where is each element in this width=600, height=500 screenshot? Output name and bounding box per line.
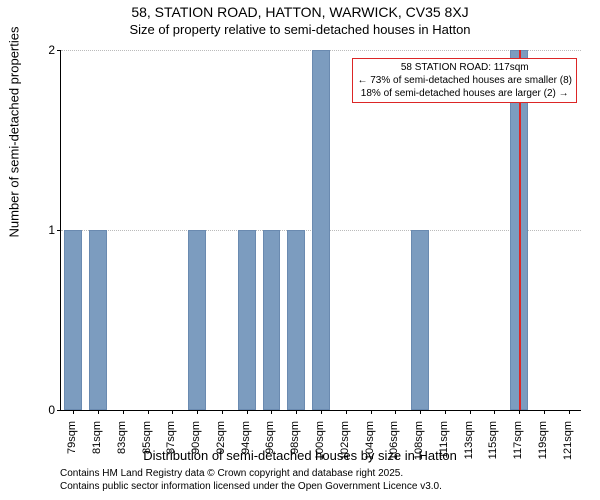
y-tick-label: 0: [48, 403, 55, 417]
x-tick-mark: [123, 410, 124, 414]
marker-line: [519, 50, 521, 410]
x-tick-mark: [569, 410, 570, 414]
legend-line: ← 73% of semi-detached houses are smalle…: [357, 74, 572, 87]
y-tick-mark: [57, 410, 61, 411]
x-tick-label: 94sqm: [240, 421, 252, 471]
x-tick-mark: [470, 410, 471, 414]
x-tick-label: 113sqm: [463, 421, 475, 471]
x-tick-mark: [148, 410, 149, 414]
bar: [411, 230, 429, 410]
x-tick-label: 108sqm: [413, 421, 425, 471]
x-tick-mark: [371, 410, 372, 414]
x-tick-label: 104sqm: [364, 421, 376, 471]
x-tick-label: 111sqm: [438, 421, 450, 471]
x-tick-mark: [395, 410, 396, 414]
footnote-line2: Contains public sector information licen…: [60, 481, 442, 492]
x-tick-mark: [296, 410, 297, 414]
x-tick-label: 106sqm: [388, 421, 400, 471]
x-tick-mark: [247, 410, 248, 414]
x-tick-mark: [73, 410, 74, 414]
legend-line: 18% of semi-detached houses are larger (…: [357, 87, 572, 100]
y-tick-label: 1: [48, 223, 55, 237]
x-tick-mark: [197, 410, 198, 414]
x-tick-label: 119sqm: [537, 421, 549, 471]
y-tick-mark: [57, 50, 61, 51]
x-tick-label: 102sqm: [339, 421, 351, 471]
legend-box: 58 STATION ROAD: 117sqm← 73% of semi-det…: [352, 58, 577, 103]
x-tick-label: 98sqm: [289, 421, 301, 471]
x-tick-mark: [321, 410, 322, 414]
x-tick-label: 81sqm: [91, 421, 103, 471]
x-tick-label: 90sqm: [190, 421, 202, 471]
bar: [64, 230, 82, 410]
x-tick-mark: [172, 410, 173, 414]
x-tick-label: 121sqm: [562, 421, 574, 471]
legend-line: 58 STATION ROAD: 117sqm: [357, 61, 572, 74]
footnote-line1: Contains HM Land Registry data © Crown c…: [60, 468, 403, 479]
x-tick-mark: [445, 410, 446, 414]
bar: [312, 50, 330, 410]
bar: [263, 230, 281, 410]
x-tick-mark: [494, 410, 495, 414]
x-tick-label: 92sqm: [215, 421, 227, 471]
x-tick-mark: [271, 410, 272, 414]
x-tick-label: 115sqm: [487, 421, 499, 471]
y-tick-label: 2: [48, 43, 55, 57]
bar: [188, 230, 206, 410]
chart-title: 58, STATION ROAD, HATTON, WARWICK, CV35 …: [0, 4, 600, 20]
plot-area: 58 STATION ROAD: 117sqm← 73% of semi-det…: [60, 50, 581, 411]
y-tick-mark: [57, 230, 61, 231]
x-tick-mark: [420, 410, 421, 414]
chart-container: 58, STATION ROAD, HATTON, WARWICK, CV35 …: [0, 0, 600, 500]
x-tick-label: 79sqm: [66, 421, 78, 471]
x-tick-mark: [98, 410, 99, 414]
bar: [89, 230, 107, 410]
x-tick-label: 100sqm: [314, 421, 326, 471]
x-tick-label: 96sqm: [264, 421, 276, 471]
y-axis-label: Number of semi-detached properties: [7, 27, 22, 238]
bar: [238, 230, 256, 410]
chart-subtitle: Size of property relative to semi-detach…: [0, 22, 600, 37]
x-tick-mark: [544, 410, 545, 414]
x-tick-label: 83sqm: [116, 421, 128, 471]
x-tick-mark: [519, 410, 520, 414]
bar: [287, 230, 305, 410]
x-tick-mark: [222, 410, 223, 414]
x-tick-label: 85sqm: [141, 421, 153, 471]
x-tick-label: 87sqm: [165, 421, 177, 471]
x-tick-mark: [346, 410, 347, 414]
x-tick-label: 117sqm: [512, 421, 524, 471]
